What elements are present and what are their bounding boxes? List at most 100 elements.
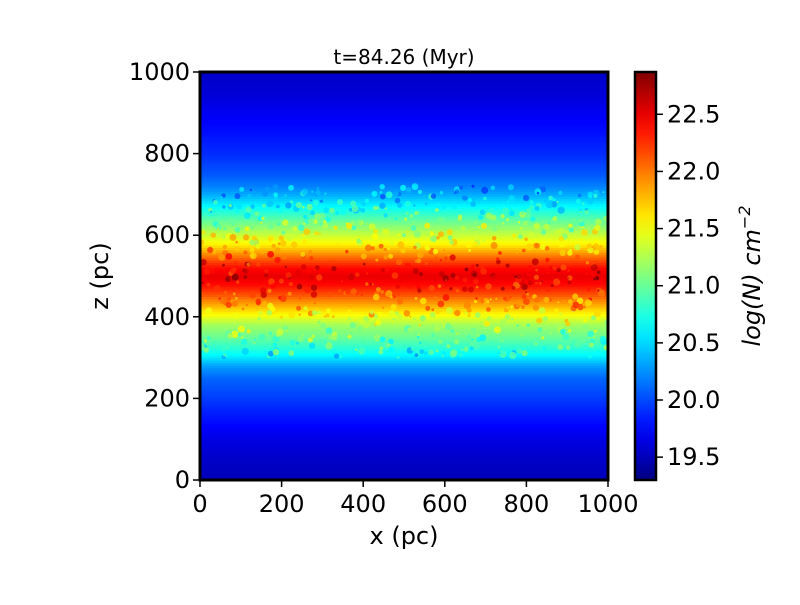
heatmap-speckle xyxy=(529,204,534,210)
heatmap-speckle xyxy=(371,233,379,240)
heatmap-speckle xyxy=(532,304,539,311)
heatmap-speckle xyxy=(358,317,365,324)
heatmap-speckle xyxy=(588,194,593,199)
heatmap-speckle xyxy=(435,256,438,259)
heatmap-speckle xyxy=(472,273,477,277)
heatmap-band xyxy=(200,137,608,141)
heatmap-speckle xyxy=(358,347,365,355)
heatmap-speckle xyxy=(340,280,344,283)
heatmap-band xyxy=(200,470,608,474)
heatmap-band xyxy=(200,154,608,158)
heatmap-speckle xyxy=(347,309,352,315)
colorbar-tick-label: 21.5 xyxy=(667,215,720,243)
heatmap-band xyxy=(200,198,608,202)
colorbar-tick-label: 21.0 xyxy=(667,272,720,300)
heatmap-speckle xyxy=(548,195,553,201)
heatmap-speckle xyxy=(201,281,204,284)
heatmap-band xyxy=(200,423,608,427)
heatmap-speckle xyxy=(441,354,445,357)
heatmap-speckle xyxy=(468,198,472,203)
heatmap-speckle xyxy=(449,254,456,261)
heatmap-speckle xyxy=(489,298,492,301)
heatmap-speckle xyxy=(522,248,526,253)
heatmap-speckle xyxy=(521,211,525,215)
heatmap-speckle xyxy=(245,206,252,213)
heatmap-speckle xyxy=(379,191,383,194)
heatmap-speckle xyxy=(534,279,538,283)
heatmap-speckle xyxy=(329,207,335,214)
heatmap-speckle xyxy=(419,272,423,276)
heatmap-speckle xyxy=(516,274,522,280)
heatmap-band xyxy=(200,259,608,263)
heatmap-speckle xyxy=(490,242,498,249)
heatmap-speckle xyxy=(471,184,475,188)
heatmap-speckle xyxy=(348,303,353,308)
heatmap-speckle xyxy=(313,268,316,271)
heatmap-speckle xyxy=(303,214,308,219)
heatmap-band xyxy=(200,117,608,121)
heatmap-speckle xyxy=(228,204,232,207)
heatmap-speckle xyxy=(289,339,296,346)
heatmap-speckle xyxy=(500,286,505,291)
heatmap-speckle xyxy=(397,233,401,237)
heatmap-band xyxy=(200,149,608,153)
heatmap-speckle xyxy=(226,346,229,349)
heatmap-band xyxy=(200,289,608,293)
heatmap-speckle xyxy=(231,330,239,338)
y-tick-label: 600 xyxy=(144,221,190,249)
heatmap-speckle xyxy=(261,216,265,221)
heatmap-speckle xyxy=(485,283,492,290)
heatmap-speckle xyxy=(319,213,325,219)
heatmap-speckle xyxy=(318,232,321,235)
heatmap-speckle xyxy=(323,315,326,318)
heatmap-speckle xyxy=(592,243,600,251)
heatmap-speckle xyxy=(375,319,382,326)
heatmap-speckle xyxy=(241,347,249,355)
heatmap-speckle xyxy=(226,296,232,301)
heatmap-band xyxy=(200,222,608,227)
heatmap-speckle xyxy=(417,288,422,293)
heatmap-speckle xyxy=(396,202,403,208)
heatmap-band xyxy=(200,161,608,165)
heatmap-speckle xyxy=(308,249,313,254)
heatmap-band xyxy=(200,139,608,143)
heatmap-speckle xyxy=(545,257,550,263)
heatmap-speckle xyxy=(580,338,586,344)
heatmap-speckle xyxy=(586,243,593,249)
heatmap-speckle xyxy=(299,296,302,299)
heatmap-speckle xyxy=(311,334,316,339)
heatmap-speckle xyxy=(310,210,315,216)
heatmap-speckle xyxy=(533,274,540,280)
heatmap-speckle xyxy=(437,300,445,308)
heatmap-speckle xyxy=(249,252,257,260)
heatmap-speckle xyxy=(208,317,213,321)
heatmap-speckles xyxy=(200,183,608,360)
heatmap-speckle xyxy=(457,216,462,221)
heatmap-speckle xyxy=(491,236,497,241)
heatmap-speckle xyxy=(385,342,391,349)
heatmap-speckle xyxy=(300,252,306,257)
heatmap-speckle xyxy=(311,310,318,316)
heatmap-speckle xyxy=(301,333,304,336)
heatmap-speckle xyxy=(245,303,248,306)
heatmap-speckle xyxy=(283,325,288,331)
heatmap-speckle xyxy=(392,293,396,297)
heatmap-speckle xyxy=(464,346,469,350)
heatmap-speckle xyxy=(294,269,302,277)
heatmap-speckle xyxy=(508,195,515,202)
heatmap-speckle xyxy=(589,219,594,224)
heatmap-speckle xyxy=(482,239,485,242)
heatmap-speckle xyxy=(220,196,223,199)
heatmap-speckle xyxy=(433,324,441,332)
heatmap-speckle xyxy=(259,221,263,224)
heatmap-speckle xyxy=(213,199,218,205)
heatmap-speckle xyxy=(285,329,288,333)
heatmap-speckle xyxy=(501,222,505,225)
heatmap-speckle xyxy=(296,341,299,345)
heatmap-speckle xyxy=(227,332,233,339)
heatmap-speckle xyxy=(234,246,240,252)
heatmap-band xyxy=(200,340,608,344)
heatmap-speckle xyxy=(469,346,474,351)
